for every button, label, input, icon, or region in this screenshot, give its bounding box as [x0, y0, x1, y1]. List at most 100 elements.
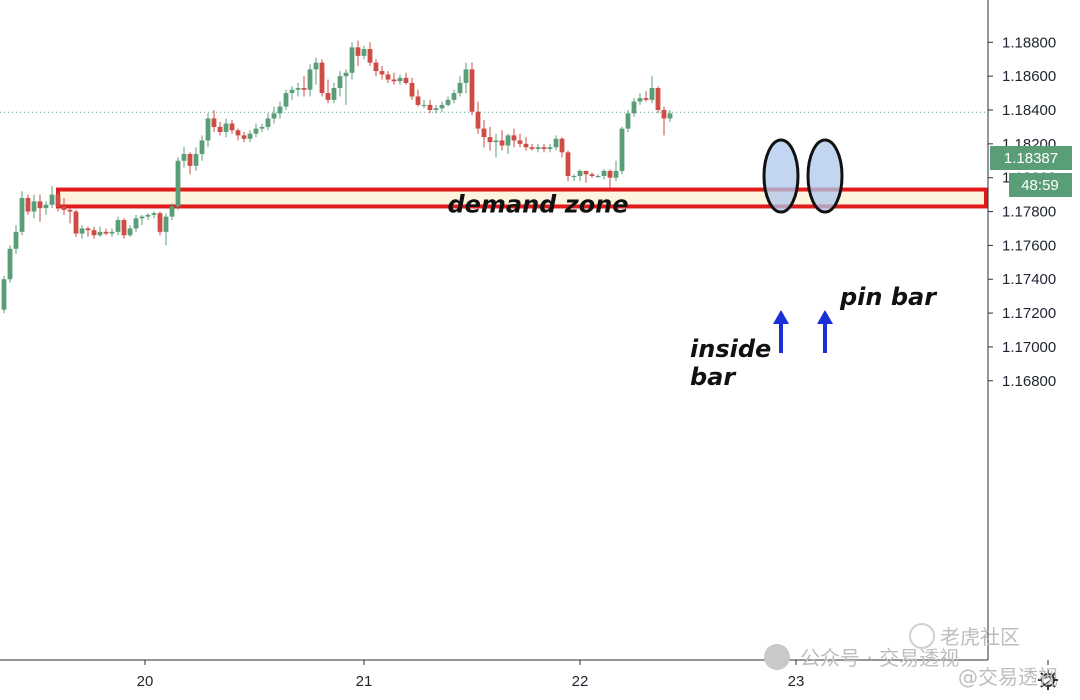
candle-body	[367, 49, 373, 63]
candle-body	[505, 135, 511, 146]
candle-body	[535, 147, 541, 149]
candle-body	[499, 140, 505, 146]
candle-body	[355, 47, 361, 56]
candle-body	[481, 128, 487, 138]
candle-body	[373, 62, 379, 72]
candle-body	[583, 170, 589, 175]
gear-icon	[1038, 670, 1058, 690]
time-tick-label: 2	[1044, 673, 1052, 690]
candle-body	[337, 76, 343, 88]
candle-body	[13, 231, 19, 249]
candle-body	[265, 118, 271, 127]
candle-body	[379, 71, 385, 75]
candle-body	[223, 123, 229, 132]
candle-body	[529, 147, 535, 149]
watermark-logo-text: 老虎社区	[940, 625, 1020, 649]
candle-body	[37, 201, 43, 209]
candle-body	[235, 130, 241, 136]
time-tick-label: 20	[137, 673, 154, 690]
time-axis: 20 21 22 23 2	[0, 659, 1058, 690]
candle-body	[253, 128, 259, 134]
candle-body	[109, 231, 115, 234]
countdown-tag	[1009, 173, 1072, 197]
candle-body	[97, 231, 103, 236]
candle-body	[241, 135, 247, 139]
candle-body	[85, 228, 91, 231]
candle-body	[541, 147, 547, 149]
candle-body	[7, 248, 13, 280]
candle-body	[559, 138, 565, 153]
community-logo-icon	[909, 623, 935, 649]
gear-tooth	[1040, 683, 1045, 688]
candle-body	[511, 135, 517, 141]
candle-body	[181, 154, 187, 161]
candle-body	[289, 89, 295, 94]
candle-body	[205, 118, 211, 141]
candle-body	[271, 113, 277, 119]
candle-body	[439, 104, 445, 109]
candle-body	[229, 123, 235, 131]
candle-body	[151, 213, 157, 215]
candle-body	[79, 228, 85, 234]
candle-body	[457, 82, 463, 94]
candle-body	[259, 126, 265, 129]
price-tick-label: 1.16800	[1002, 373, 1056, 390]
candle-body	[547, 147, 553, 149]
candle-body	[415, 96, 421, 105]
gear-tooth	[1051, 683, 1056, 688]
candle-body	[121, 220, 127, 236]
candle-body	[343, 72, 349, 77]
gear-tooth	[1040, 672, 1045, 677]
inside-bar-ellipse	[762, 138, 800, 214]
candle-body	[571, 176, 577, 177]
candle-body	[595, 176, 601, 177]
candle-body	[145, 214, 151, 217]
price-axis: 1.16800 1.17000 1.17200 1.17400 1.17600 1.178…	[987, 0, 1072, 660]
candle-body	[19, 198, 25, 232]
candle-body	[43, 204, 49, 209]
candle-body	[397, 77, 403, 82]
watermark-text: 公众号 · 交易透视	[800, 646, 959, 670]
candle-body	[565, 152, 571, 176]
candle-body	[385, 74, 391, 80]
time-tick-label: 23	[788, 673, 805, 690]
demand-zone: demand zone	[56, 187, 988, 219]
price-tick-label: 1.17000	[1002, 339, 1056, 356]
candle-body	[613, 170, 619, 178]
candle-body	[169, 206, 175, 217]
candle-body	[523, 143, 529, 148]
candle-body	[349, 47, 355, 73]
price-tick-label: 1.17400	[1002, 271, 1056, 288]
candle-body	[49, 194, 55, 205]
candle-body	[649, 88, 655, 100]
candle-body	[133, 218, 139, 229]
countdown-label: 48:59	[1021, 177, 1059, 194]
candle-body	[61, 206, 67, 210]
candle-body	[655, 88, 661, 110]
candle-body	[451, 93, 457, 100]
price-tick-label: 1.17600	[1002, 237, 1056, 254]
candle-body	[619, 128, 625, 171]
candle-body	[517, 140, 523, 144]
candle-body	[217, 126, 223, 132]
inside-bar-label-line2: bar	[690, 363, 737, 391]
candle-body	[391, 79, 397, 82]
current-price-tag	[990, 146, 1072, 170]
candle-body	[667, 113, 673, 119]
candle-body	[193, 154, 199, 166]
candle-body	[553, 138, 559, 148]
candle-body	[175, 160, 181, 207]
candle-body	[319, 62, 325, 94]
candle-body	[361, 49, 367, 56]
candle-body	[409, 82, 415, 97]
candle-body	[31, 201, 37, 212]
candle-body	[283, 93, 289, 107]
price-tick-label: 1.17200	[1002, 305, 1056, 322]
candle-body	[637, 98, 643, 102]
candle-body	[487, 137, 493, 143]
candle-body	[115, 220, 121, 232]
candle-body	[139, 216, 145, 219]
price-tick-label: 1.18800	[1002, 34, 1056, 51]
candle-body	[469, 69, 475, 112]
